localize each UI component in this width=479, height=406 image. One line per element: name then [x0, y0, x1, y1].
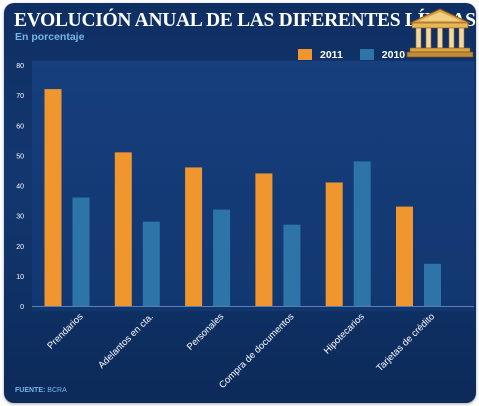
bar-adelantos-en-cta-2010: [142, 221, 160, 306]
y-tick-label-60: 60: [16, 123, 24, 130]
x-tick-label-prendarios: Prendarios: [45, 311, 85, 351]
bar-compra-de-documentos-2010: [283, 224, 301, 306]
y-tick-label-80: 80: [16, 63, 24, 70]
x-tick-label-personales: Personales: [185, 311, 227, 353]
y-tick-label-50: 50: [16, 153, 24, 160]
chart-card: EVOLUCIÓN ANUAL DE LAS DIFERENTES LÍNEAS…: [4, 3, 476, 403]
x-tick-label-compra-de-documentos: Compra de documentos: [217, 311, 297, 391]
legend-swatch-2011: [298, 49, 312, 60]
bar-hipotecarios-2011: [325, 182, 343, 306]
bar-prendarios-2011: [44, 89, 62, 306]
chart-legend: 2011 2010: [298, 47, 422, 62]
y-tick-label-30: 30: [16, 214, 24, 221]
bar-adelantos-en-cta-2011: [114, 152, 132, 306]
bar-personales-2010: [213, 209, 231, 306]
bar-tarjetas-de-credito-2010: [424, 263, 441, 306]
bar-chart: 0 10 20 30 40 50 60 70 80 Prendarios Adelantos en …: [16, 63, 474, 391]
x-tick-label-hipotecarios: Hipotecarios: [322, 311, 367, 356]
bar-tarjetas-de-credito-2011: [396, 206, 413, 306]
legend-item-2010: 2010: [359, 48, 406, 61]
bank-building-icon: [406, 8, 474, 58]
bar-compra-de-documentos-2011: [255, 173, 273, 306]
legend-item-2011: 2011: [298, 49, 343, 61]
y-tick-label-10: 10: [16, 274, 24, 281]
chart-subtitle: En porcentaje: [15, 31, 85, 43]
y-tick-label-0: 0: [20, 304, 24, 311]
y-tick-label-40: 40: [16, 184, 24, 191]
y-tick-label-20: 20: [16, 244, 24, 251]
source-value: BCRA: [47, 387, 67, 394]
x-tick-label-adelantos-en-cta: Adelantos en cta.: [96, 311, 156, 371]
x-tick-label-tarjetas-de-credito: Tarjetas de crédito: [374, 311, 437, 374]
source-note: FUENTE: BCRA: [15, 387, 67, 394]
y-tick-label-70: 70: [16, 93, 24, 100]
chart-title: EVOLUCIÓN ANUAL DE LAS DIFERENTES LÍNEAS: [14, 10, 476, 31]
legend-swatch-2010: [359, 49, 374, 60]
legend-label-2010: 2010: [381, 48, 406, 61]
bar-prendarios-2010: [72, 197, 90, 306]
legend-label-2011: 2011: [320, 48, 343, 61]
bar-hipotecarios-2010: [353, 161, 371, 306]
bar-personales-2011: [185, 167, 203, 306]
source-label: FUENTE:: [15, 387, 46, 394]
